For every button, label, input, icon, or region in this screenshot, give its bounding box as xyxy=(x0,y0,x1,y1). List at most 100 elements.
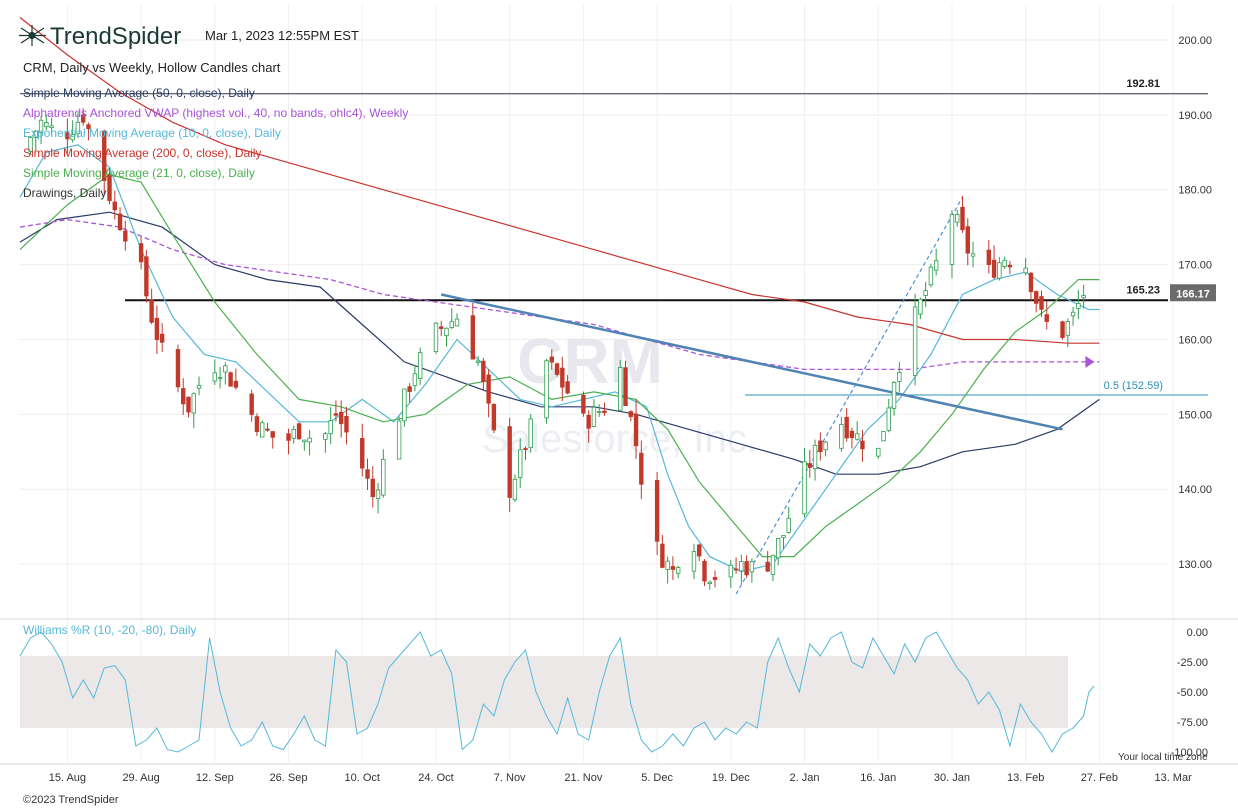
candle-body xyxy=(1081,295,1086,299)
candle-body xyxy=(1065,321,1071,336)
time-tick-label: 13. Feb xyxy=(1007,772,1044,784)
candle-body xyxy=(144,256,149,297)
candle-body xyxy=(807,463,813,468)
candle-body xyxy=(1034,291,1039,304)
candle-body xyxy=(1028,272,1034,293)
price-tick-label: 170.00 xyxy=(1178,260,1212,272)
williams-line xyxy=(19,631,1095,753)
candle-body xyxy=(586,414,591,429)
candle-body xyxy=(739,561,744,572)
candle-body xyxy=(1076,303,1081,309)
watermark-ticker: CRM xyxy=(517,325,663,397)
price-axis: 200.00 190.00 180.00 170.00 160.00 150.00 140.… xyxy=(1178,35,1212,571)
trendlines xyxy=(440,196,1063,595)
candle-body xyxy=(1060,321,1065,339)
time-tick-label: 16. Jan xyxy=(860,772,896,784)
price-tick-label: 130.00 xyxy=(1178,559,1212,571)
trendspider-logo-icon xyxy=(19,25,46,46)
candle-body xyxy=(897,372,902,382)
candle-body xyxy=(518,449,523,478)
candle-body xyxy=(412,373,418,386)
time-tick-label: 12. Sep xyxy=(196,772,234,784)
candle-body xyxy=(802,461,807,515)
candle-body xyxy=(402,388,407,422)
resistance-label: 192.81 xyxy=(1126,78,1160,90)
candle-body xyxy=(565,381,570,394)
candle-body xyxy=(955,214,960,223)
candle-body xyxy=(854,433,860,440)
candle-body xyxy=(159,333,165,343)
watermark: CRM Salesforce, Inc. xyxy=(482,325,758,461)
candle-body xyxy=(891,382,897,409)
legend-item: Simple Moving Average (21, 0, close), Da… xyxy=(23,166,255,180)
williams-tick-label: -75.00 xyxy=(1177,717,1208,729)
candle-body xyxy=(75,121,81,135)
candle-body xyxy=(670,566,676,570)
candle-body xyxy=(549,356,555,363)
candle-body xyxy=(986,249,992,265)
candle-body xyxy=(249,393,254,415)
candle-body xyxy=(33,130,38,138)
last-price-badge xyxy=(1170,284,1216,302)
williams-tick-label: -100.00 xyxy=(1171,747,1208,759)
candle-body xyxy=(65,132,70,140)
candle-body xyxy=(623,367,628,406)
candle-body xyxy=(628,411,633,418)
candle-body xyxy=(175,349,181,388)
candle-body xyxy=(1002,259,1007,267)
candle-body xyxy=(933,260,939,271)
candle-body xyxy=(691,551,697,572)
candle-body xyxy=(149,299,154,323)
candle-body xyxy=(928,266,934,286)
candle-body xyxy=(507,426,512,498)
candle-body xyxy=(876,447,881,457)
candle-body xyxy=(260,422,265,438)
legend-item: Simple Moving Average (200, 0, close), D… xyxy=(23,146,262,160)
timezone-note[interactable]: Your local time zone xyxy=(1118,752,1208,763)
candle-body xyxy=(554,363,560,375)
candle-body xyxy=(1023,267,1028,274)
copyright: ©2023 TrendSpider xyxy=(23,794,119,806)
candle-body xyxy=(639,452,644,485)
candle-body xyxy=(338,411,344,425)
candle-body xyxy=(344,416,349,433)
candle-body xyxy=(544,360,549,419)
williams-tick-label: -50.00 xyxy=(1177,687,1208,699)
legend-item: Alphatrends Anchored VWAP (highest vol.,… xyxy=(23,106,408,120)
candle-body xyxy=(581,394,586,414)
legend-item: Exponential Moving Average (10, 0, close… xyxy=(23,126,281,140)
support-label: 165.23 xyxy=(1126,284,1160,296)
candle-body xyxy=(270,431,275,438)
candle-body xyxy=(307,437,312,443)
watermark-company: Salesforce, Inc. xyxy=(482,417,758,461)
time-tick-label: 29. Aug xyxy=(122,772,159,784)
candle-body xyxy=(1044,314,1049,322)
candle-body xyxy=(333,413,339,416)
candle-body xyxy=(744,561,749,576)
last-price-label: 166.17 xyxy=(1176,288,1210,300)
candle-body xyxy=(491,404,497,431)
time-tick-label: 27. Feb xyxy=(1081,772,1118,784)
horizontal-levels: 192.81 165.23 0.5 (152.59) 166.17 xyxy=(20,78,1216,396)
time-tick-label: 24. Oct xyxy=(418,772,453,784)
series-line-0 xyxy=(19,211,1100,475)
time-tick-label: 19. Dec xyxy=(712,772,750,784)
time-tick-label: 7. Nov xyxy=(494,772,526,784)
candle-body xyxy=(196,384,202,389)
candle-body xyxy=(697,544,702,557)
candle-body xyxy=(417,352,423,379)
candle-body xyxy=(812,444,818,470)
price-tick-label: 200.00 xyxy=(1178,35,1212,47)
candle-body xyxy=(918,298,923,315)
time-tick-label: 21. Nov xyxy=(564,772,602,784)
candle-body xyxy=(228,372,233,387)
candle-body xyxy=(38,119,44,133)
williams-r-panel: Williams %R (10, -20, -80), Daily 0.00 -25… xyxy=(19,623,1208,759)
candle-body xyxy=(254,416,260,433)
candle-body xyxy=(781,535,786,539)
trendline-0 xyxy=(440,293,1063,431)
candle-body xyxy=(44,122,49,128)
candle-body xyxy=(602,410,607,414)
candle-body xyxy=(512,478,518,501)
